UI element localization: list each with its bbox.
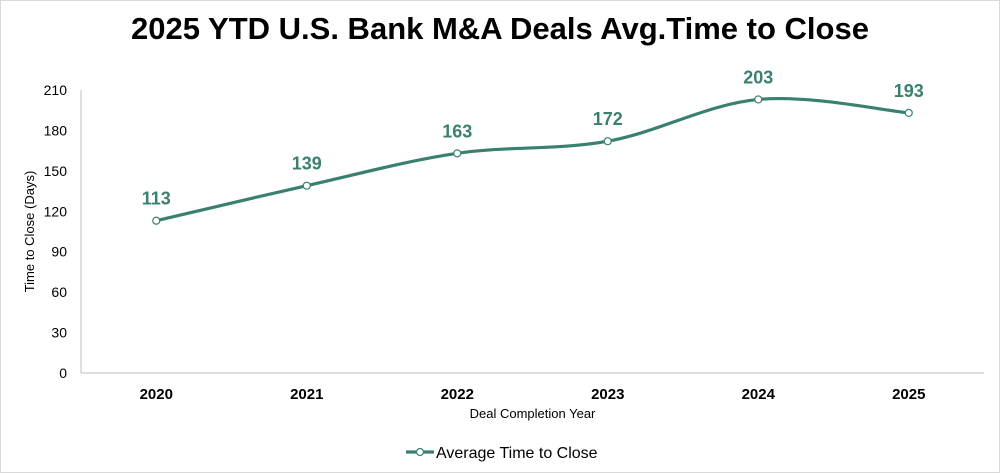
x-tick-label: 2024 [742,386,776,403]
y-tick-label: 0 [59,365,67,381]
y-axis-label: Time to Close (Days) [22,171,37,293]
data-point [603,137,612,146]
x-tick-label: 2022 [441,386,474,403]
x-tick-label: 2020 [140,386,173,403]
x-tick-label: 2021 [290,386,323,403]
series-line [155,96,909,223]
y-tick-label: 150 [44,163,68,179]
chart-title: 2025 YTD U.S. Bank M&A Deals Avg.Time to… [131,11,869,46]
data-point [754,95,763,104]
legend-label: Average Time to Close [436,445,598,462]
y-tick-label: 90 [51,244,67,260]
data-label: 163 [442,121,472,141]
legend-marker [415,447,425,457]
y-tick-label: 180 [44,122,68,138]
data-point [453,149,462,158]
x-tick-label: 2023 [591,386,624,403]
y-tick-label: 60 [51,284,67,300]
data-point [904,108,913,118]
x-axis-label: Deal Completion Year [470,406,596,421]
data-label: 203 [743,67,773,87]
data-point [302,181,311,190]
data-label: 113 [142,189,171,209]
y-tick-label: 210 [44,82,68,98]
y-tick-label: 30 [51,325,67,341]
data-point [152,216,161,225]
y-tick-label: 120 [44,203,68,219]
data-label: 172 [593,109,623,129]
data-label: 139 [292,154,322,174]
data-label: 193 [894,81,924,101]
x-tick-label: 2025 [892,386,925,403]
